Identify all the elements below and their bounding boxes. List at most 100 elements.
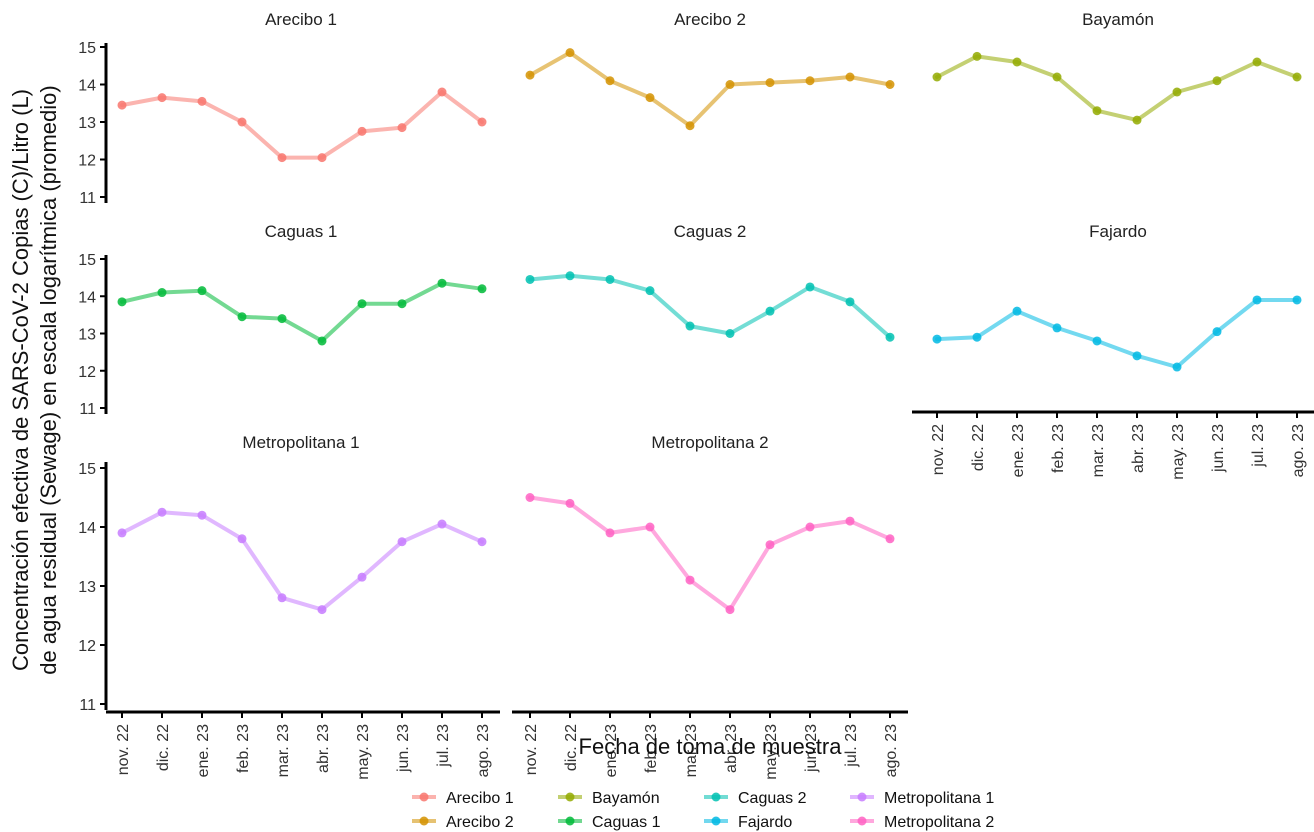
- data-point-metropolitana-2: [765, 540, 775, 550]
- x-tick-label: abr. 23: [315, 724, 332, 773]
- data-point-caguas-2: [685, 321, 695, 331]
- x-tick-label: feb. 23: [643, 724, 660, 773]
- x-tick-label: mar. 23: [1090, 424, 1107, 477]
- x-tick-label: jul. 23: [843, 724, 860, 768]
- x-tick-label: dic. 22: [970, 424, 987, 471]
- y-axis-title: de agua residual (Sewage) en escala loga…: [36, 85, 61, 674]
- data-point-metropolitana-1: [317, 605, 327, 615]
- data-point-metropolitana-2: [565, 498, 575, 508]
- x-tick-label: abr. 23: [723, 724, 740, 773]
- x-tick-label: abr. 23: [1130, 424, 1147, 473]
- panel-title-fajardo: Fajardo: [1089, 222, 1147, 241]
- data-point-caguas-2: [725, 329, 735, 338]
- y-tick-label: 15: [78, 40, 96, 57]
- data-point-arecibo-2: [645, 93, 655, 103]
- data-point-fajardo: [972, 332, 982, 342]
- data-point-caguas-1: [477, 284, 487, 294]
- data-point-arecibo-1: [197, 96, 207, 106]
- x-tick-label: nov. 22: [930, 424, 947, 475]
- data-point-metropolitana-2: [685, 575, 695, 585]
- data-point-metropolitana-2: [725, 605, 735, 615]
- data-point-metropolitana-1: [237, 534, 247, 544]
- data-point-arecibo-1: [237, 117, 247, 127]
- legend-label-bayamon: Bayamón: [592, 790, 660, 807]
- x-tick-label: feb. 23: [1050, 424, 1067, 473]
- x-tick-label: may. 23: [355, 724, 372, 780]
- y-tick-label: 12: [78, 638, 96, 655]
- y-tick-label: 14: [78, 289, 96, 306]
- data-point-arecibo-1: [437, 87, 447, 97]
- series-line-caguas-2: [528, 273, 892, 340]
- data-point-arecibo-2: [685, 121, 695, 131]
- x-tick-label: ago. 23: [883, 724, 900, 777]
- x-tick-label: ago. 23: [475, 724, 492, 777]
- data-point-fajardo: [1092, 336, 1102, 346]
- data-point-metropolitana-1: [117, 528, 127, 538]
- data-point-caguas-1: [197, 286, 207, 296]
- legend-label-arecibo-2: Arecibo 2: [446, 814, 514, 831]
- data-point-fajardo: [1012, 306, 1022, 316]
- legend-label-metropolitana-2: Metropolitana 2: [884, 814, 994, 831]
- data-point-caguas-1: [437, 278, 447, 288]
- data-point-metropolitana-2: [525, 493, 535, 502]
- data-point-arecibo-2: [565, 48, 575, 58]
- y-tick-label: 11: [79, 697, 96, 714]
- legend-key-point: [711, 816, 721, 826]
- legend-key-point: [711, 792, 721, 802]
- data-point-arecibo-1: [277, 153, 287, 163]
- data-point-metropolitana-1: [277, 593, 287, 603]
- y-tick-label: 15: [78, 461, 96, 478]
- data-point-metropolitana-1: [157, 507, 167, 517]
- data-point-metropolitana-1: [357, 572, 367, 582]
- y-tick-label: 15: [78, 252, 96, 269]
- data-point-caguas-1: [357, 299, 367, 309]
- data-point-arecibo-1: [117, 100, 127, 110]
- series-line-fajardo: [935, 298, 1299, 369]
- data-point-bayamon: [1052, 72, 1062, 82]
- data-point-caguas-2: [565, 271, 575, 281]
- y-tick-label: 13: [78, 579, 96, 596]
- data-point-fajardo: [1212, 327, 1222, 337]
- x-tick-label: jul. 23: [1250, 424, 1267, 468]
- x-tick-label: dic. 22: [155, 724, 172, 771]
- data-point-metropolitana-1: [437, 519, 447, 529]
- data-point-arecibo-2: [845, 72, 855, 82]
- data-point-caguas-1: [317, 336, 327, 346]
- data-point-bayamon: [972, 51, 982, 61]
- data-point-caguas-1: [277, 314, 287, 324]
- data-point-arecibo-1: [397, 123, 407, 133]
- x-tick-label: jul. 23: [435, 724, 452, 768]
- x-tick-label: may. 23: [1170, 424, 1187, 480]
- x-tick-label: dic. 22: [563, 724, 580, 771]
- data-point-fajardo: [1132, 351, 1142, 361]
- data-point-metropolitana-2: [845, 516, 855, 526]
- data-point-caguas-2: [845, 297, 855, 307]
- data-point-bayamon: [1012, 57, 1022, 67]
- x-tick-label: ene. 23: [1010, 424, 1027, 477]
- panel-title-arecibo-2: Arecibo 2: [674, 10, 746, 29]
- legend-key-point: [565, 792, 575, 802]
- panel-title-caguas-2: Caguas 2: [674, 222, 747, 241]
- data-point-bayamon: [1252, 57, 1262, 67]
- x-tick-label: nov. 22: [115, 724, 132, 775]
- legend-key-point: [857, 816, 867, 826]
- y-tick-label: 13: [78, 327, 96, 344]
- data-point-arecibo-2: [885, 80, 895, 89]
- series-line-arecibo-1: [120, 90, 484, 160]
- x-tick-label: feb. 23: [235, 724, 252, 773]
- data-point-caguas-2: [885, 332, 895, 342]
- data-point-fajardo: [1172, 362, 1182, 372]
- y-tick-label: 14: [78, 78, 96, 95]
- x-tick-label: jun. 23: [803, 724, 820, 773]
- panel-title-bayamon: Bayamón: [1082, 10, 1154, 29]
- x-tick-label: jun. 23: [395, 724, 412, 773]
- data-point-caguas-2: [645, 286, 655, 296]
- data-point-arecibo-1: [357, 126, 367, 136]
- y-tick-label: 13: [78, 115, 96, 132]
- legend-key-point: [565, 816, 575, 826]
- data-point-arecibo-1: [317, 153, 327, 163]
- data-point-arecibo-1: [477, 117, 487, 127]
- legend-label-arecibo-1: Arecibo 1: [446, 790, 514, 807]
- series-line-caguas-1: [120, 281, 484, 343]
- x-tick-label: mar. 23: [275, 724, 292, 777]
